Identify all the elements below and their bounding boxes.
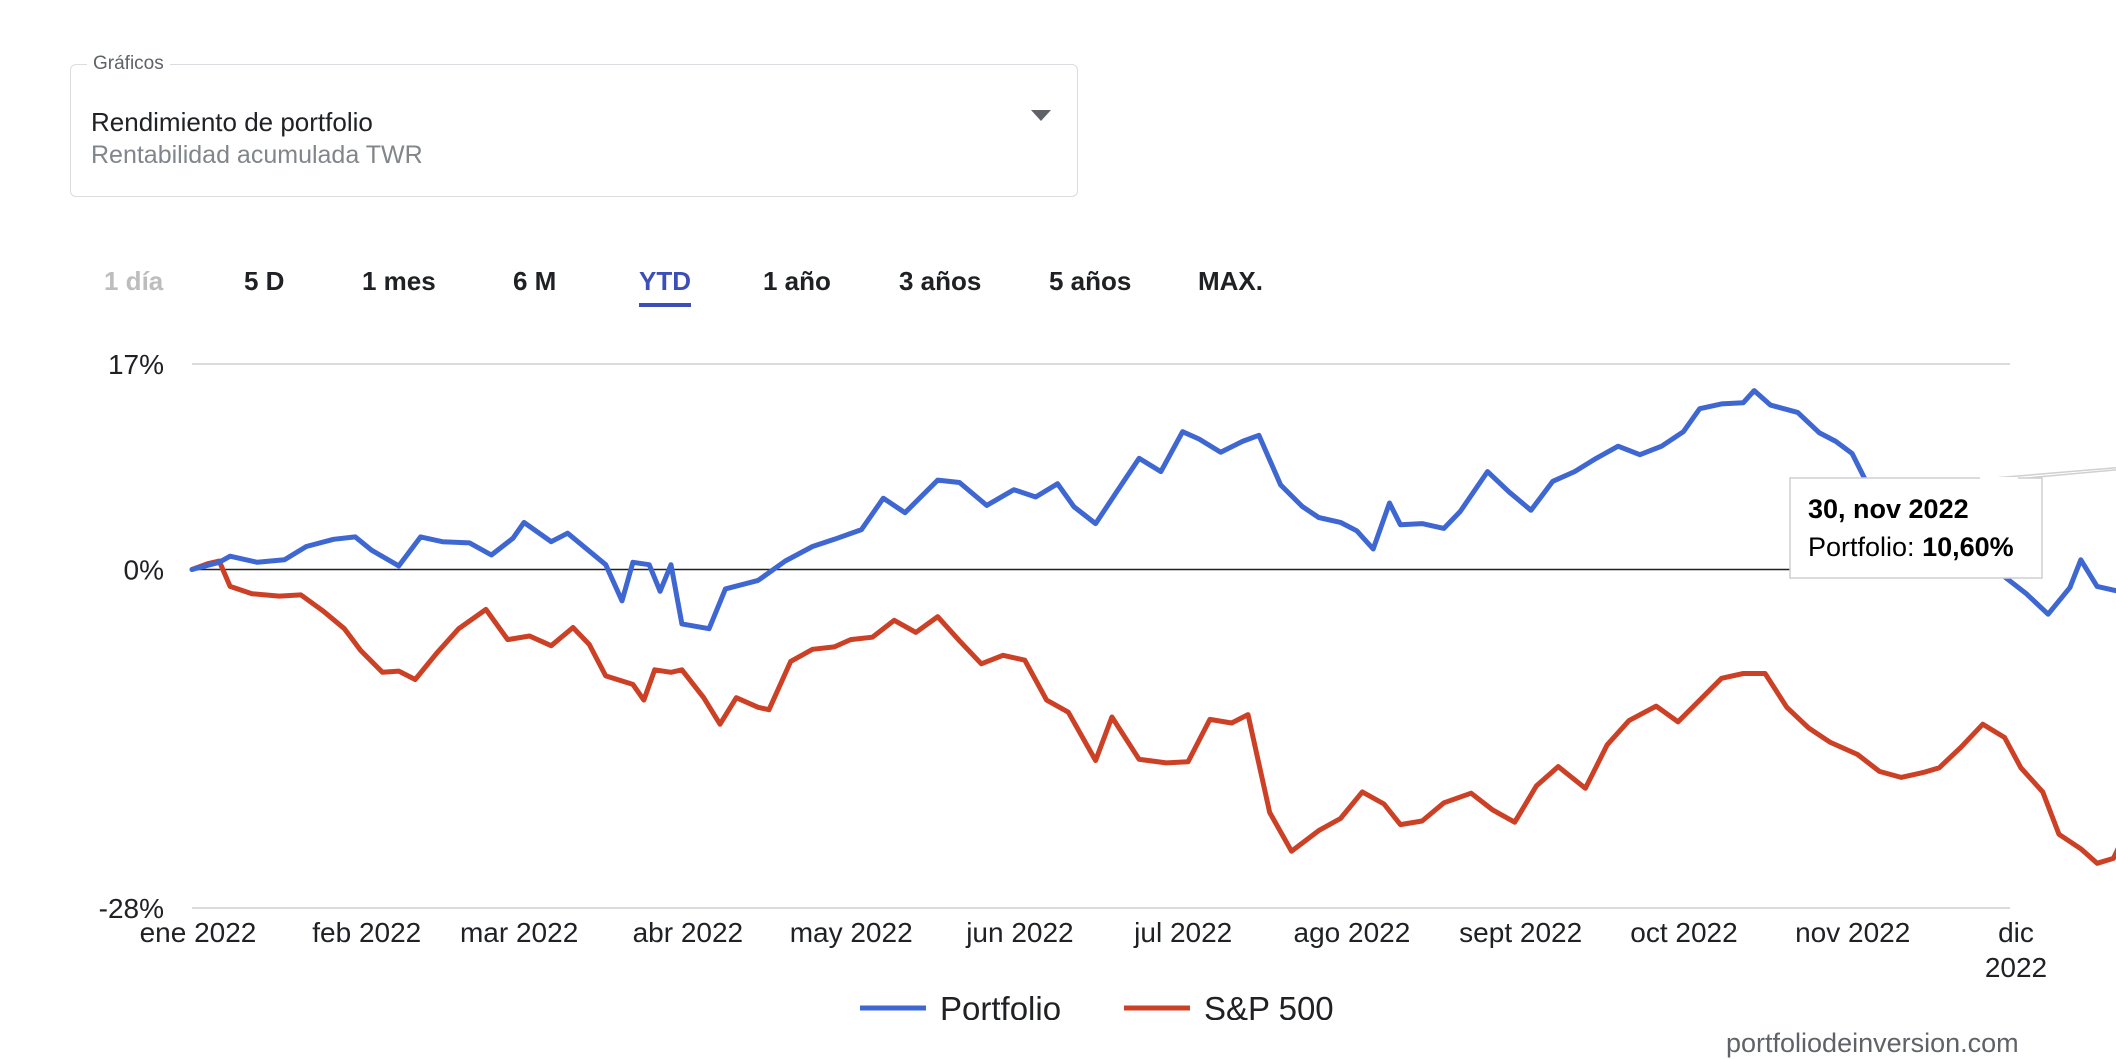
chart-selector-dropdown[interactable]: Gráficos Rendimiento de portfolio Rentab… (70, 53, 1078, 197)
tooltip-value: Portfolio: 10,60% (1808, 532, 2014, 562)
x-tick-label: feb 2022 (312, 917, 421, 948)
selector-legend: Gráficos (87, 53, 170, 75)
x-tick-label: may 2022 (790, 917, 913, 948)
x-tick-label: jun 2022 (965, 917, 1073, 948)
selector-subtitle: Rentabilidad acumulada TWR (91, 141, 423, 169)
performance-line-chart: 17% 0% -28%ene 2022 feb 2022 mar 2022 abr 202… (99, 349, 2116, 1020)
legend-label: S&P 500 (1204, 990, 1334, 1020)
series-line-portfolio (189, 388, 2116, 632)
x-tick-label: ago 2022 (1294, 917, 1411, 948)
x-tick-label: mar 2022 (460, 917, 578, 948)
tooltip-pointer-gap (1980, 477, 2018, 481)
tooltip-date: 30, nov 2022 (1808, 494, 1969, 524)
x-tick-label: sept 2022 (1459, 917, 1582, 948)
range-6m[interactable]: 6 M (513, 266, 557, 296)
range-5y[interactable]: 5 años (1049, 266, 1132, 296)
time-range-tabs: 1 día 5 D 1 mes 6 M YTD 1 año 3 años 5 a… (0, 266, 1400, 316)
range-1m[interactable]: 1 mes (362, 266, 436, 296)
watermark: portfoliodeinversion.com (1726, 1028, 2019, 1058)
x-tick-label: nov 2022 (1795, 917, 1910, 948)
x-tick-label: jul 2022 (1133, 917, 1232, 948)
legend-label: Portfolio (940, 990, 1061, 1020)
selector-title: Rendimiento de portfolio (91, 107, 373, 137)
tooltip-pointer (1981, 466, 2116, 480)
series-line-s-p-500 (189, 558, 2116, 866)
range-5d[interactable]: 5 D (244, 266, 285, 296)
range-ytd[interactable]: YTD (639, 266, 691, 307)
y-tick-label: 17% (108, 349, 164, 380)
x-tick-label: oct 2022 (1630, 917, 1737, 948)
range-1d: 1 día (104, 266, 164, 296)
y-tick-label: 0% (124, 555, 164, 586)
range-1y[interactable]: 1 año (763, 266, 831, 296)
chevron-down-icon[interactable] (1031, 110, 1051, 121)
range-max[interactable]: MAX. (1198, 266, 1263, 296)
x-tick-label: dic 2022 (1985, 917, 2047, 983)
range-3y[interactable]: 3 años (899, 266, 982, 296)
y-tick-label: -28% (99, 893, 164, 924)
x-tick-label: abr 2022 (633, 917, 744, 948)
x-tick-label: ene 2022 (140, 917, 257, 948)
tooltip-box (1789, 477, 2043, 579)
